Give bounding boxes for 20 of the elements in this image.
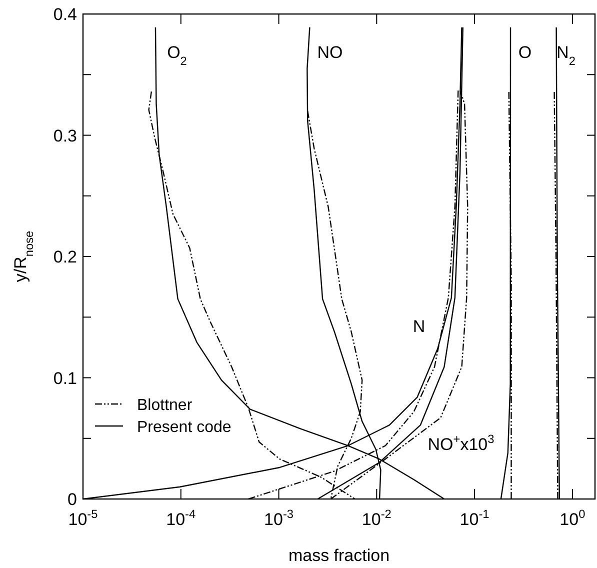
y-tick-label: 0 <box>68 490 77 509</box>
x-tick-label: 10$^{0}$ <box>560 507 586 529</box>
legend-label: Blottner <box>137 397 193 414</box>
annotation: NO <box>317 43 343 62</box>
x-tick-label: 10$^{-4}$ <box>166 507 196 529</box>
annotation: O$_{2}$ <box>167 43 188 68</box>
x-axis-title: mass fraction <box>288 546 390 565</box>
y-tick-label: 0.3 <box>53 126 77 146</box>
annotation: N$_{2}$ <box>556 43 576 68</box>
annotation: O <box>518 43 532 62</box>
x-tick-label: 10$^{-3}$ <box>264 507 294 529</box>
x-tick-label: 10$^{-2}$ <box>362 507 392 529</box>
y-tick-label: 0.2 <box>53 248 77 266</box>
x-tick-label: 10$^{-1}$ <box>460 507 490 529</box>
annotation: N <box>412 317 426 336</box>
y-tick-label: 0.4 <box>53 5 77 24</box>
legend-label: Present code <box>137 419 232 436</box>
y-tick-label: 0.1 <box>53 368 77 388</box>
x-tick-label: 10$^{-5}$ <box>68 507 98 529</box>
annotation: NO$^{+}$x10$^{3}$ <box>428 432 495 454</box>
